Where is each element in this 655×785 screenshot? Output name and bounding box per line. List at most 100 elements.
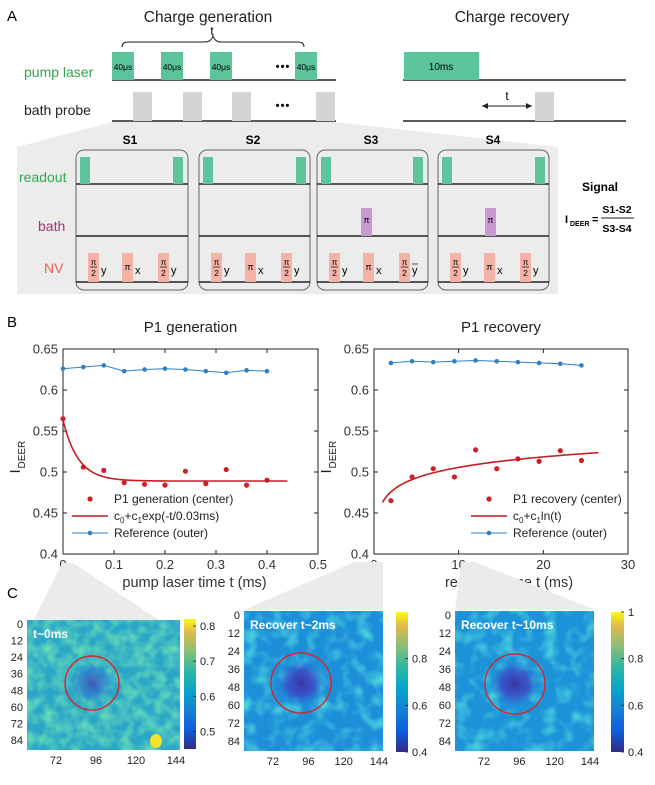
heatmap-2-ytick-label: 36	[228, 664, 240, 676]
bath-pi-label-s3: π	[363, 215, 369, 225]
heatmap-3: Recover t~10ms 0 12 24 36 48 60 72 84 72 96 120 144 1…	[439, 607, 644, 768]
heatmap-3-colorbar-label: 1	[628, 607, 634, 619]
nv-pulse-s3-p3	[399, 253, 410, 282]
gen-reference-point	[81, 364, 86, 370]
rec-reference-point	[409, 359, 415, 364]
rec-center-point	[430, 466, 436, 472]
heatmap-3-title: Recover t~10ms	[461, 618, 554, 632]
heatmap-1-colorbar-label: 0.7	[200, 656, 215, 668]
gen-reference-point	[142, 367, 147, 372]
heatmap-3-ytick-label: 0	[445, 610, 451, 622]
heatmap-3-xtick-label: 120	[545, 756, 563, 768]
rec-reference-point	[388, 360, 394, 366]
heatmap-3-depletion-region	[489, 660, 541, 708]
heatmap-2-depletion-region	[275, 659, 327, 707]
heatmap-2-ytick-label: 84	[228, 736, 240, 748]
nv-pi-half-den-s3-p3: 2	[402, 268, 407, 278]
rec-center-point	[578, 457, 585, 464]
nv-pi-half-den-s4-p1: 2	[453, 268, 458, 278]
rec-ytick-label: 0.4	[351, 547, 369, 562]
heatmap-2-ytick-label: 12	[228, 628, 240, 640]
rec-reference-point	[452, 359, 457, 364]
nv-pulse-s2-p1	[211, 253, 222, 282]
pump-ellipsis: • • •	[276, 61, 290, 73]
gen-reference-point	[60, 366, 66, 371]
heatmap-3-ytick-label: 60	[439, 700, 451, 712]
rec-center-point	[494, 466, 500, 472]
nv-pi-half-den-s1-p1: 2	[91, 268, 96, 278]
rec-legend-marker-center	[486, 496, 492, 502]
heatmap-3-colorbar-label: 0.4	[628, 747, 643, 759]
nv-pulse-group: π2 y π xπ2 yπ2 y π xπ2 yπ2 y π xπ2 yπ2 y π xπ2 y	[88, 253, 539, 282]
heatmap-2-colorbar	[396, 612, 408, 752]
bath-row-label: bath	[38, 218, 65, 234]
rec-reference-point	[536, 360, 542, 366]
nv-pulse-s3-p1	[329, 253, 340, 282]
rec-center-point	[388, 498, 394, 504]
heatmap-1-xtick-label: 144	[167, 755, 185, 767]
probe-pulse-2	[183, 92, 202, 121]
heatmap-1-colorbar-label: 0.6	[200, 691, 215, 703]
gen-center-point	[142, 481, 148, 487]
heatmap-1-ytick-label: 12	[11, 636, 23, 648]
rec-reference-point	[494, 359, 500, 364]
sequence-label-s2: S2	[246, 133, 261, 147]
gen-reference-point	[203, 368, 209, 374]
gen-legend-entry-1: P1 generation (center)	[114, 492, 233, 506]
heatmap-3-ytick-label: 84	[439, 736, 451, 748]
heatmap-1-depletion-region	[69, 661, 115, 705]
nv-pi-label-s4-p2: π	[486, 262, 492, 272]
rec-legend-entry-2: c0+c1ln(t)	[513, 509, 562, 525]
rec-center-point	[536, 458, 542, 464]
p1-generation-chart: P1 generation00.10.20.30.40.50.40.450.50…	[7, 319, 327, 591]
nv-axis-s3-p1: y	[342, 265, 348, 277]
rec-legend-marker-ref-point	[486, 530, 492, 536]
gen-center-point	[244, 482, 250, 488]
nv-pi-label-s2-p2: π	[247, 262, 253, 272]
rec-legend-entry-3: Reference (outer)	[513, 526, 607, 540]
gen-axes-box	[62, 348, 319, 555]
heatmap-3-xtick-label: 72	[478, 756, 490, 768]
heatmap-1-colorbar	[184, 619, 196, 749]
heatmap-1-xtick-label: 72	[50, 755, 62, 767]
heatmap-2-colorbar-label: 0.4	[412, 747, 427, 759]
heatmap-1-ytick-label: 48	[11, 685, 23, 697]
sequence-box-s4	[437, 149, 550, 291]
gen-ylabel-main: I	[7, 469, 24, 473]
nv-pi-half-num-s1-p3: π	[161, 257, 167, 267]
heatmap-3-ytick-label: 12	[439, 628, 451, 640]
readout-pulses	[80, 157, 545, 184]
gen-legend-entry-2: c0+c1exp(-t/0.03ms)	[114, 509, 219, 525]
pump-pulse-3-label: 40μs	[212, 62, 231, 72]
nv-pi-label-s3-p2: π	[365, 262, 371, 272]
heatmap-3-ytick-label: 24	[439, 646, 451, 658]
nv-axis-s1-p3: y	[171, 265, 177, 277]
gen-fit-curve	[62, 420, 288, 482]
heatmap-1-ytick-label: 60	[11, 702, 23, 714]
gen-xtick-label: 0.4	[258, 557, 276, 572]
heatmap-1-bright-spot	[150, 734, 162, 748]
nv-axis-s4-p3: y	[533, 265, 539, 277]
gen-legend-marker-ref-point	[87, 530, 93, 536]
rec-title: P1 recovery	[461, 319, 542, 336]
nv-pulse-s2-p2	[245, 253, 256, 282]
gen-center-point	[162, 482, 168, 488]
nv-pi-half-num-s4-p1: π	[453, 257, 459, 267]
nv-axis-s4-p1: y	[463, 265, 469, 277]
panel-label-a: A	[7, 8, 17, 25]
heatmap-2-ytick-label: 72	[228, 718, 240, 730]
rec-xtick-label: 30	[621, 557, 635, 572]
nv-axis-s3-p3: y	[412, 265, 418, 277]
heatmap-2-roi-circle	[270, 652, 332, 714]
gen-center-point	[223, 466, 229, 473]
heatmap-2: Recover t~2ms 0 12 24 36 48 60 72 84 72 96 120 144 0.…	[228, 610, 428, 768]
gen-legend-marker-center	[87, 496, 93, 502]
gen-ylabel-sub: DEER	[17, 441, 28, 469]
sequence-box-s3	[316, 149, 429, 291]
signal-lhs: I	[565, 214, 568, 226]
nv-pi-half-num-s3-p3: π	[402, 257, 408, 267]
pump-pulse-3	[210, 52, 232, 80]
gen-ytick-label: 0.45	[33, 506, 58, 521]
heatmap-3-ytick-label: 72	[439, 718, 451, 730]
rec-axes-box	[373, 348, 629, 555]
